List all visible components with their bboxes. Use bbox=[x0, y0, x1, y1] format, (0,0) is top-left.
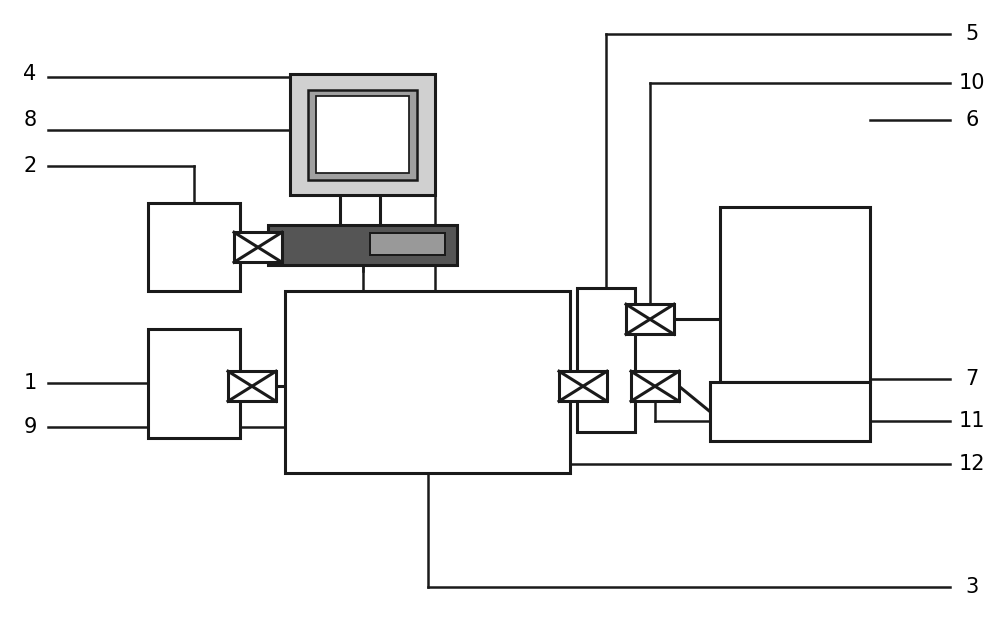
Bar bbox=[285, 291, 570, 473]
Text: 12: 12 bbox=[959, 454, 985, 475]
Bar bbox=[308, 90, 417, 180]
Text: 7: 7 bbox=[965, 369, 979, 389]
Bar bbox=[370, 233, 445, 255]
Bar bbox=[720, 207, 870, 382]
Text: 1: 1 bbox=[23, 373, 37, 393]
Text: 8: 8 bbox=[23, 110, 37, 130]
Text: 5: 5 bbox=[965, 24, 979, 44]
Bar bbox=[316, 96, 409, 173]
Bar bbox=[559, 371, 607, 401]
Text: 4: 4 bbox=[23, 64, 37, 84]
Bar bbox=[234, 232, 282, 262]
Bar bbox=[268, 225, 457, 265]
Text: 11: 11 bbox=[959, 411, 985, 431]
Bar bbox=[577, 288, 635, 432]
Bar bbox=[710, 382, 870, 441]
Bar bbox=[290, 74, 435, 195]
Bar bbox=[228, 371, 276, 401]
Bar bbox=[631, 371, 679, 401]
Text: 10: 10 bbox=[959, 73, 985, 93]
Text: 2: 2 bbox=[23, 156, 37, 176]
Bar bbox=[148, 203, 240, 291]
Bar bbox=[148, 329, 240, 438]
Text: 9: 9 bbox=[23, 417, 37, 437]
Text: 3: 3 bbox=[965, 577, 979, 597]
Bar bbox=[626, 304, 674, 334]
Text: 6: 6 bbox=[965, 110, 979, 130]
